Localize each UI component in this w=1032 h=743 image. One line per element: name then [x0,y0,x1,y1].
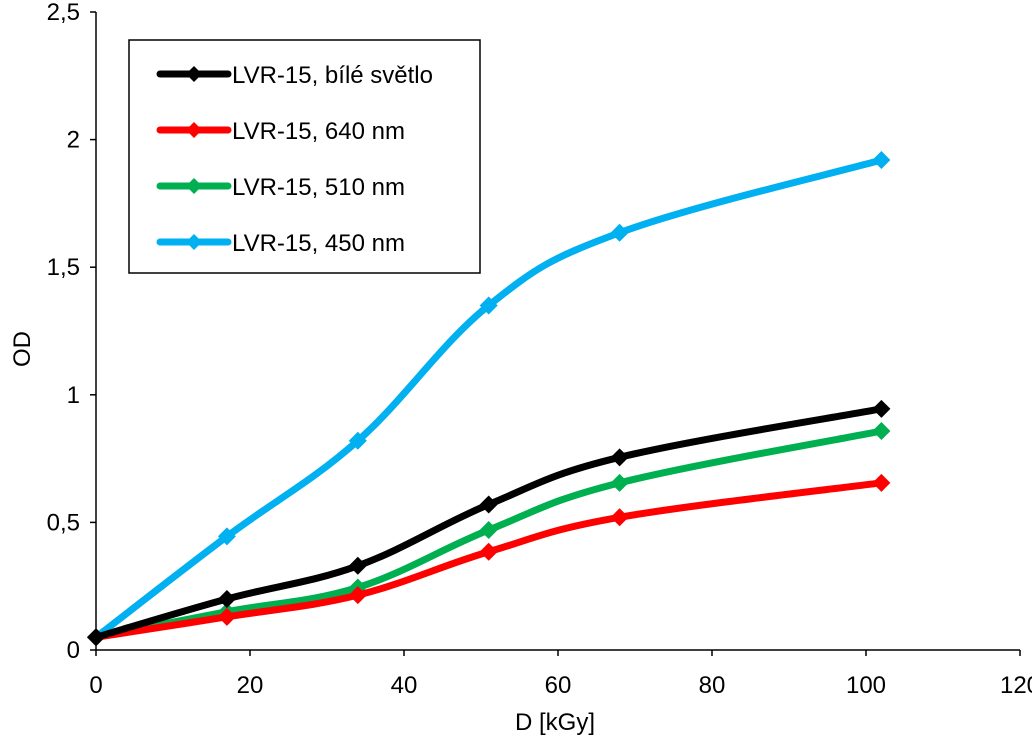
data-point [348,556,367,575]
x-tick-label: 40 [391,672,418,699]
data-point [217,607,236,626]
data-point [479,521,498,540]
data-point [87,628,105,647]
data-point [610,223,629,242]
y-tick-label: 1,5 [47,254,80,281]
legend-swatch-marker [186,178,202,194]
data-point [610,473,629,492]
legend-label: LVR-15, 640 nm [232,118,405,145]
data-point [217,527,236,546]
y-axis-label: OD [9,331,36,367]
data-point [610,448,629,467]
tick-labels: 0 0,5 1 1,5 2 2,5 0 20 40 60 80 100 120 [47,0,1032,699]
y-tick-label: 0,5 [47,509,80,536]
legend-label: LVR-15, 510 nm [232,174,405,201]
x-tick-label: 120 [1000,672,1032,699]
legend-box [128,39,481,274]
data-point [479,296,498,315]
data-point [872,473,891,492]
data-point [872,151,891,170]
data-point [479,495,498,514]
y-tick-label: 0 [67,637,80,664]
legend-swatch-marker [186,66,202,82]
x-tick-label: 60 [545,672,572,699]
data-point [479,542,498,561]
x-tick-label: 100 [846,672,886,699]
x-axis-label: D [kGy] [515,709,595,736]
y-tick-label: 1 [67,382,80,409]
x-tick-label: 0 [89,672,102,699]
legend: LVR-15, bílé světlo LVR-15, 640 nm LVR-15,… [128,39,481,274]
series-3 [87,422,891,647]
data-point [872,399,891,418]
legend-swatch-marker [186,234,202,250]
x-tick-label: 80 [699,672,726,699]
data-point [348,586,367,605]
series-line [92,156,885,641]
legend-label: LVR-15, bílé světlo [232,62,433,89]
legend-label: LVR-15, 450 nm [232,230,405,257]
data-point [610,508,629,527]
series-layer [87,151,891,647]
x-tick-label: 20 [237,672,264,699]
data-point [217,589,236,608]
legend-swatch-marker [186,122,202,138]
y-tick-label: 2,5 [47,0,80,26]
data-point [872,422,891,441]
y-tick-label: 2 [67,127,80,154]
series-1 [87,399,891,647]
ticks [90,11,1021,656]
data-point [348,431,367,450]
